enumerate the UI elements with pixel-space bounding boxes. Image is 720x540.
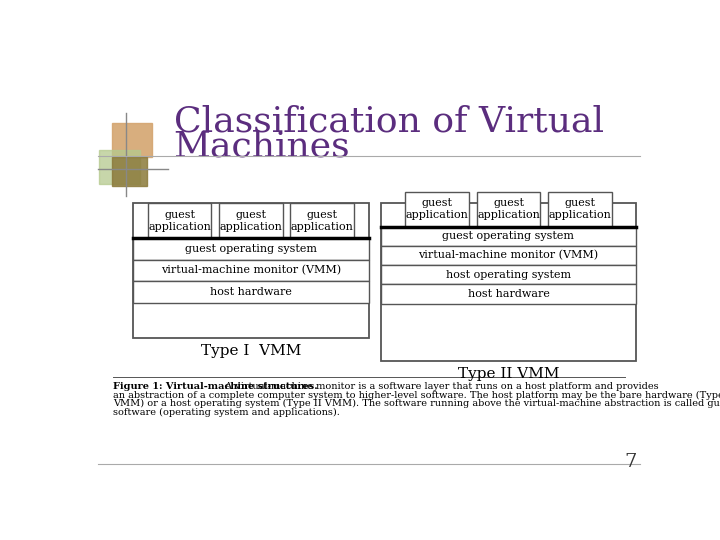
Bar bbox=[290, 204, 354, 238]
Bar bbox=[99, 150, 140, 184]
Text: guest
application: guest application bbox=[549, 198, 611, 220]
Text: software (operating system and applications).: software (operating system and applicati… bbox=[113, 408, 340, 416]
Text: Figure 1: Virtual-machine structures.: Figure 1: Virtual-machine structures. bbox=[113, 382, 318, 391]
Text: guest operating system: guest operating system bbox=[185, 244, 317, 254]
Text: guest
application: guest application bbox=[220, 210, 282, 232]
Bar bbox=[381, 204, 636, 361]
Bar bbox=[381, 226, 636, 246]
Text: virtual-machine monitor (VMM): virtual-machine monitor (VMM) bbox=[161, 265, 341, 275]
Bar bbox=[381, 246, 636, 265]
Text: A virtual-machine monitor is a software layer that runs on a host platform and p: A virtual-machine monitor is a software … bbox=[222, 382, 658, 391]
Bar bbox=[112, 123, 152, 157]
Text: host hardware: host hardware bbox=[210, 287, 292, 297]
Text: 7: 7 bbox=[624, 454, 636, 471]
Bar bbox=[148, 204, 211, 238]
Bar bbox=[381, 284, 636, 303]
Bar bbox=[477, 192, 540, 226]
Text: VMM) or a host operating system (Type II VMM). The software running above the vi: VMM) or a host operating system (Type II… bbox=[113, 399, 720, 408]
Bar bbox=[219, 204, 282, 238]
Bar bbox=[132, 281, 369, 303]
Bar bbox=[132, 204, 369, 338]
Bar bbox=[405, 192, 469, 226]
Text: guest
application: guest application bbox=[291, 210, 354, 232]
Text: guest
application: guest application bbox=[477, 198, 540, 220]
Text: Type I  VMM: Type I VMM bbox=[201, 345, 301, 359]
Bar bbox=[548, 192, 611, 226]
Bar bbox=[132, 238, 369, 260]
Bar bbox=[132, 260, 369, 281]
Bar bbox=[112, 157, 147, 186]
Text: guest
application: guest application bbox=[148, 210, 211, 232]
Text: Machines: Machines bbox=[174, 130, 351, 164]
Text: Classification of Virtual: Classification of Virtual bbox=[174, 105, 604, 139]
Text: guest
application: guest application bbox=[406, 198, 469, 220]
Text: an abstraction of a complete computer system to higher-level software. The host : an abstraction of a complete computer sy… bbox=[113, 390, 720, 400]
Text: guest operating system: guest operating system bbox=[443, 231, 575, 241]
Text: virtual-machine monitor (VMM): virtual-machine monitor (VMM) bbox=[418, 250, 598, 260]
Bar bbox=[381, 265, 636, 284]
Text: host hardware: host hardware bbox=[467, 289, 549, 299]
Text: Type II VMM: Type II VMM bbox=[458, 367, 559, 381]
Text: host operating system: host operating system bbox=[446, 269, 571, 280]
